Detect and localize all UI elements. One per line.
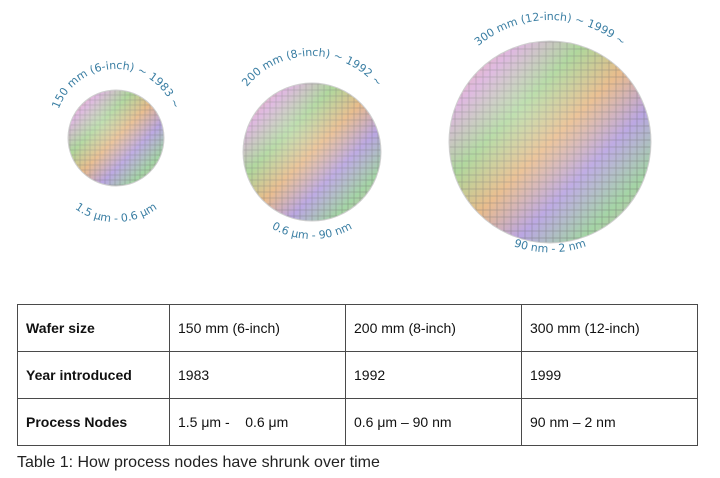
wafer-300mm [448, 40, 652, 244]
wafer-illustration: 150 mm (6-inch) ~ 1983 ~ 1.5 μm - 0.6 μm… [49, 10, 652, 256]
row-header-wafer-size: Wafer size [17, 304, 170, 352]
table-row-process-nodes: Process Nodes 1.5 μm - 0.6 μm 0.6 μm – 9… [17, 398, 698, 446]
table-cell: 200 mm (8-inch) [345, 304, 522, 352]
table-cell: 0.6 μm – 90 nm [345, 398, 522, 446]
wafer-300mm-node-label: 90 nm - 2 nm [513, 237, 588, 256]
table-cell: 300 mm (12-inch) [521, 304, 698, 352]
table-row-year-introduced: Year introduced 1983 1992 1999 [17, 351, 698, 399]
row-header-process-nodes: Process Nodes [17, 398, 170, 446]
table-cell: 90 nm – 2 nm [521, 398, 698, 446]
wafer-200mm [242, 82, 382, 222]
row-header-year-introduced: Year introduced [17, 351, 170, 399]
wafer-150mm [67, 89, 165, 187]
wafer-150mm-node-label: 1.5 μm - 0.6 μm [73, 200, 159, 225]
wafer-table-container: Wafer size 150 mm (6-inch) 200 mm (8-inc… [17, 304, 698, 446]
wafer-200mm-node-label: 0.6 μm - 90 nm [270, 219, 354, 242]
table-cell: 150 mm (6-inch) [169, 304, 346, 352]
table-cell: 1992 [345, 351, 522, 399]
wafer-table: Wafer size 150 mm (6-inch) 200 mm (8-inc… [17, 304, 698, 446]
table-row-wafer-size: Wafer size 150 mm (6-inch) 200 mm (8-inc… [17, 304, 698, 352]
table-cell: 1999 [521, 351, 698, 399]
table-caption: Table 1: How process nodes have shrunk o… [17, 454, 380, 471]
table-cell: 1.5 μm - 0.6 μm [169, 398, 346, 446]
table-cell: 1983 [169, 351, 346, 399]
